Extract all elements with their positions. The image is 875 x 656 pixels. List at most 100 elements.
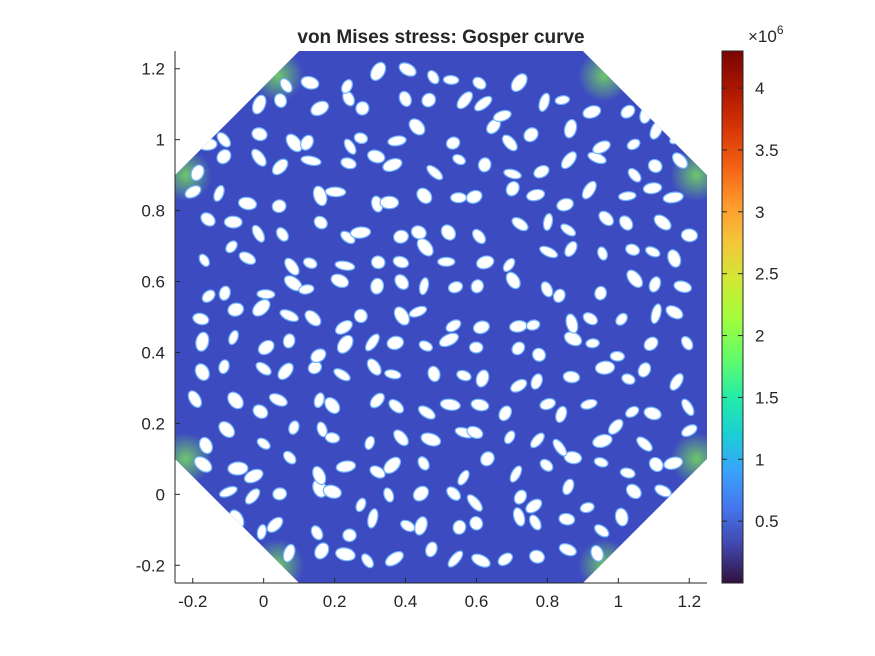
hole [552,288,566,303]
hole [324,432,341,444]
hole [256,524,267,540]
hole [244,488,261,505]
x-axis: -0.2 0 0.2 0.4 0.6 0.8 1 1.2 [178,578,701,611]
hole [182,541,198,556]
hole [227,391,244,410]
hole [392,255,410,269]
hole [626,138,641,151]
hole [445,136,461,150]
hole [512,507,526,527]
hole [285,133,303,153]
y-tick-label: 0.4 [141,343,165,362]
hole [307,360,323,375]
hole [271,158,289,176]
colorbar-exponent-power: 6 [777,23,784,37]
hole [316,421,328,438]
hole [465,189,483,204]
hole [594,285,608,301]
colorbar-tick-label: 3.5 [755,141,779,160]
hole [450,192,468,204]
hole [592,433,613,449]
hole [533,164,550,179]
hole [324,397,341,414]
hole [445,319,462,333]
hole [456,91,474,110]
hole [197,137,218,151]
hole [498,405,513,422]
hole [471,228,487,245]
hole [223,215,243,229]
hole [386,335,405,351]
hole [642,182,663,195]
hole [190,497,208,512]
hole [193,456,213,473]
hole [393,229,409,244]
hole [271,199,287,214]
hole [585,338,600,349]
hole [560,223,577,237]
hole [256,437,271,450]
hole [282,450,297,465]
hole [310,348,327,364]
y-tick-label: 0.2 [141,414,165,433]
hole [511,341,526,356]
hole [393,306,410,326]
hole [218,285,231,301]
hole [190,164,205,182]
hole [475,255,495,270]
hole [340,157,357,170]
hole [252,298,271,317]
y-tick-label: 0.6 [141,273,165,292]
hole [398,62,417,77]
hole [466,425,484,439]
y-axis: -0.2 0 0.2 0.4 0.6 0.8 1 1.2 [136,60,180,575]
hole [618,191,637,202]
hole [335,460,357,473]
x-tick-label: -0.2 [178,592,207,611]
hole [279,77,293,94]
hole [643,336,659,352]
hole [530,373,543,390]
hole [539,245,559,259]
hole [582,105,602,119]
x-tick-label: 0.4 [394,592,418,611]
hole [192,312,210,326]
hole [300,155,322,167]
hole [439,398,461,411]
hole [251,94,267,115]
hole [509,465,523,483]
hole [438,332,459,348]
hole [529,549,545,564]
hole [614,507,629,527]
y-tick-label: 1 [156,131,165,150]
chart-title: von Mises stress: Gosper curve [297,27,584,48]
hole [195,331,210,352]
hole [251,127,268,142]
hole [288,420,300,435]
hole [558,543,577,557]
hole [370,255,386,270]
hole [472,76,487,90]
hole [621,373,636,385]
hole [581,180,597,200]
hole [556,197,574,212]
hole [353,308,368,324]
hole [503,430,516,445]
hole [474,95,493,112]
hole [513,489,528,505]
hole [216,131,232,148]
hole [673,280,693,294]
hole [669,130,688,145]
hole [523,127,539,143]
hole [665,305,684,320]
hole [312,465,327,486]
hole [425,541,438,558]
y-tick-label: -0.2 [136,556,165,575]
hole [324,186,347,198]
colorbar-tick-label: 4 [755,79,764,98]
hole [510,73,528,93]
hole [627,167,642,183]
hole [284,257,300,276]
hole [410,225,427,240]
hole [275,227,289,242]
